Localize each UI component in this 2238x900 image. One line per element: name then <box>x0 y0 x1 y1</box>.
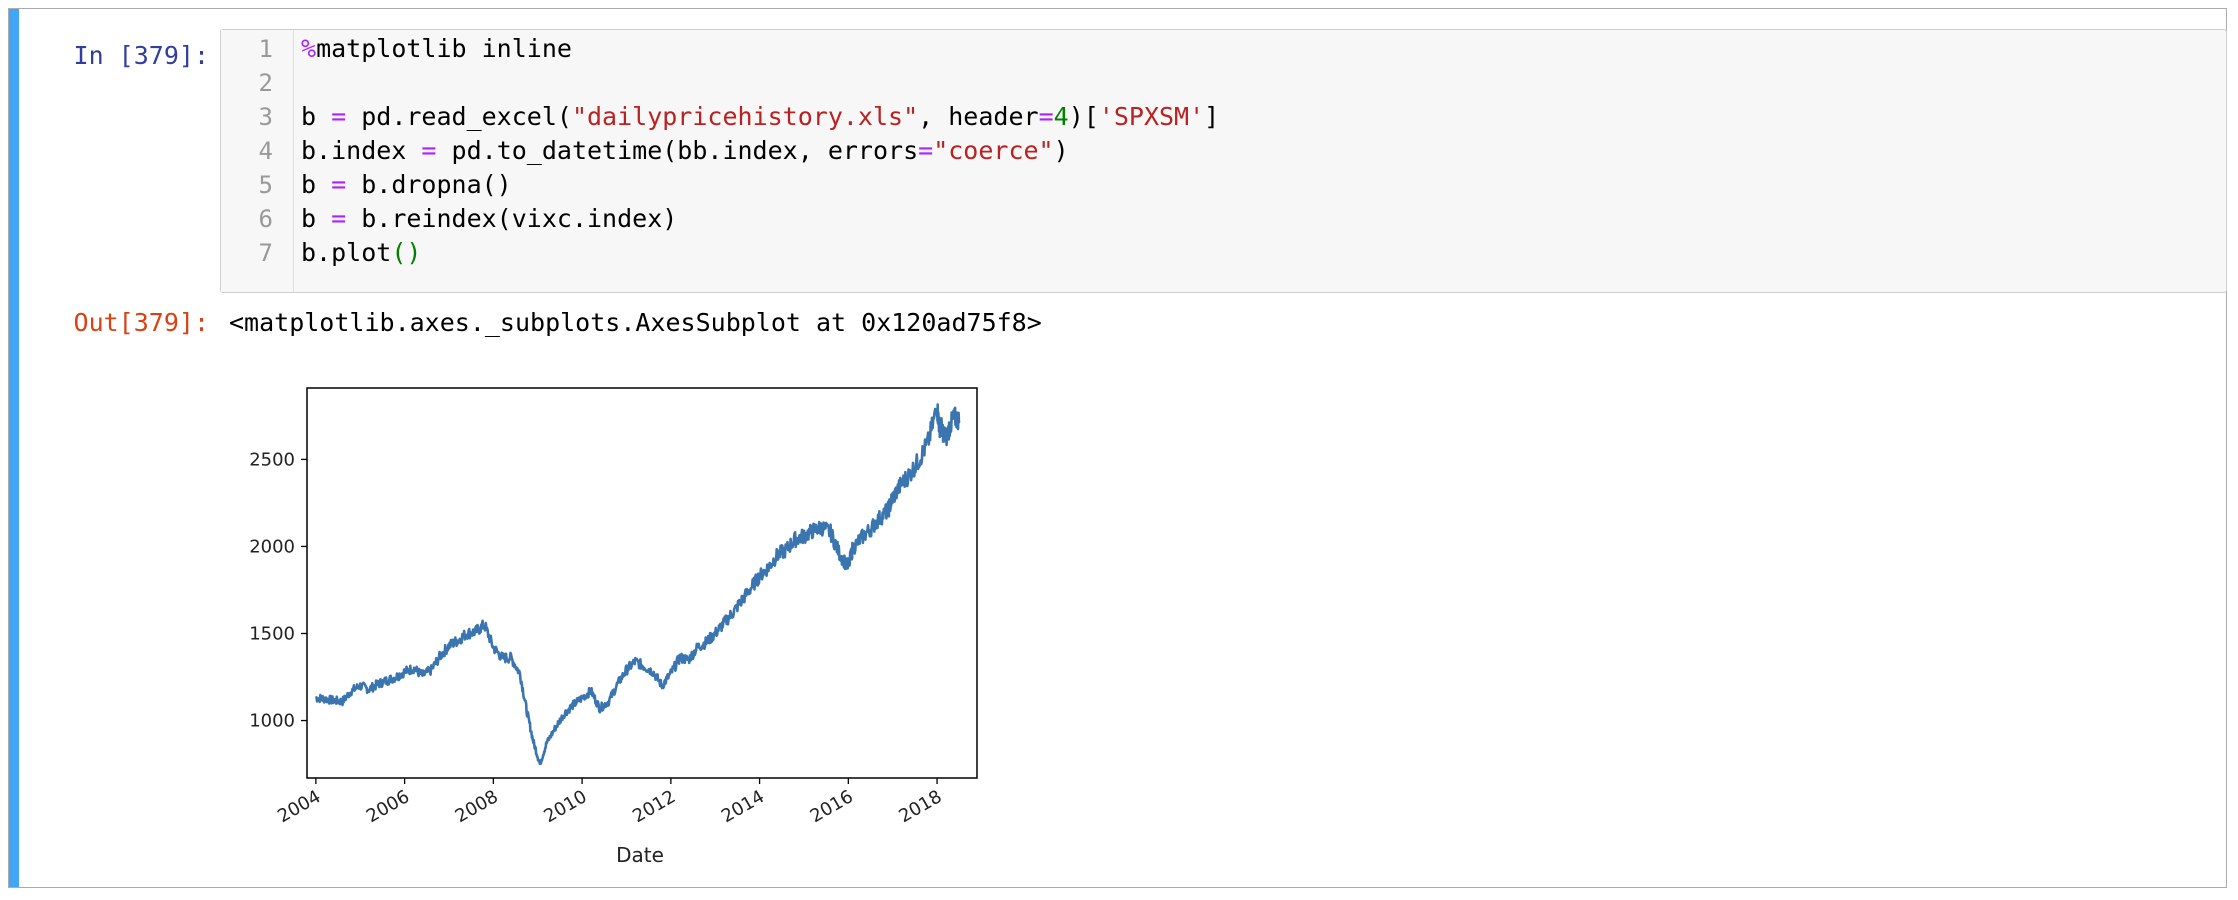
code-line: b.plot() <box>301 236 421 270</box>
code-token: () <box>391 238 422 267</box>
code-token: b.plot <box>301 238 392 267</box>
code-token: = <box>918 136 934 165</box>
line-number: 3 <box>258 103 273 131</box>
code-editor[interactable]: 1 %matplotlib inline 2 3 b = pd.read_excel("… <box>220 29 2227 293</box>
code-token: = <box>421 136 437 165</box>
series-line <box>314 403 961 766</box>
code-token: , header <box>918 102 1039 131</box>
code-token: "dailypricehistory.xls" <box>571 102 919 131</box>
code-token: b <box>301 102 332 131</box>
code-line: b.index = pd.to_datetime(bb.index, error… <box>301 134 1069 168</box>
y-tick-label: 1000 <box>249 711 295 732</box>
code-token: b.reindex(vixc.index) <box>346 204 678 233</box>
code-token: ] <box>1204 102 1220 131</box>
code-line: %matplotlib inline <box>301 32 572 66</box>
line-number: 4 <box>258 137 273 165</box>
output-prompt: Out[379]: <box>73 308 209 337</box>
code-token: pd.read_excel( <box>346 102 572 131</box>
x-tick-label: 2018 <box>895 786 945 827</box>
line-chart: 1000 1500 2000 2500 2004 2006 2008 2010 2012 2014… <box>249 387 978 867</box>
code-token: = <box>331 102 347 131</box>
line-number: 7 <box>258 239 273 267</box>
line-number: 2 <box>258 69 273 97</box>
code-token: b.dropna() <box>346 170 512 199</box>
line-number: 1 <box>258 35 273 63</box>
code-token: b <box>301 170 332 199</box>
code-token: = <box>331 204 347 233</box>
x-tick-label: 2016 <box>807 786 857 827</box>
line-number-gutter <box>221 30 294 292</box>
y-tick-label: 1500 <box>249 623 295 644</box>
code-token: = <box>1038 102 1054 131</box>
x-tick-label: 2014 <box>718 786 768 827</box>
code-line: b = b.reindex(vixc.index) <box>301 202 677 236</box>
code-token: matplotlib inline <box>316 34 572 63</box>
x-axis-label: Date <box>616 843 664 867</box>
code-token: )[ <box>1068 102 1099 131</box>
x-tick-label: 2006 <box>363 786 413 827</box>
x-tick-label: 2012 <box>629 786 679 827</box>
notebook-cell[interactable]: In [379]: 1 %matplotlib inline 2 3 b = pd.re… <box>8 8 2227 888</box>
line-number: 6 <box>258 205 273 233</box>
code-token: b <box>301 204 332 233</box>
x-tick-label: 2008 <box>452 786 502 827</box>
code-token: = <box>331 170 347 199</box>
input-prompt: In [379]: <box>73 41 209 70</box>
code-token: 'SPXSM' <box>1098 102 1205 131</box>
y-tick-label: 2000 <box>249 536 295 557</box>
code-line: b = pd.read_excel("dailypricehistory.xls… <box>301 100 1219 134</box>
cell-selection-bar <box>9 9 19 887</box>
code-token: ) <box>1053 136 1069 165</box>
code-token: b.index <box>301 136 422 165</box>
code-token: % <box>301 34 317 63</box>
x-tick-label: 2004 <box>274 786 324 827</box>
line-number: 5 <box>258 171 273 199</box>
x-tick-label: 2010 <box>540 786 590 827</box>
axes-frame <box>306 387 978 779</box>
output-text: <matplotlib.axes._subplots.AxesSubplot a… <box>229 308 1042 337</box>
y-tick-label: 2500 <box>249 449 295 470</box>
code-line: b = b.dropna() <box>301 168 512 202</box>
code-token: pd.to_datetime(bb.index, errors <box>436 136 919 165</box>
code-token: 4 <box>1053 102 1069 131</box>
code-token: "coerce" <box>933 136 1054 165</box>
